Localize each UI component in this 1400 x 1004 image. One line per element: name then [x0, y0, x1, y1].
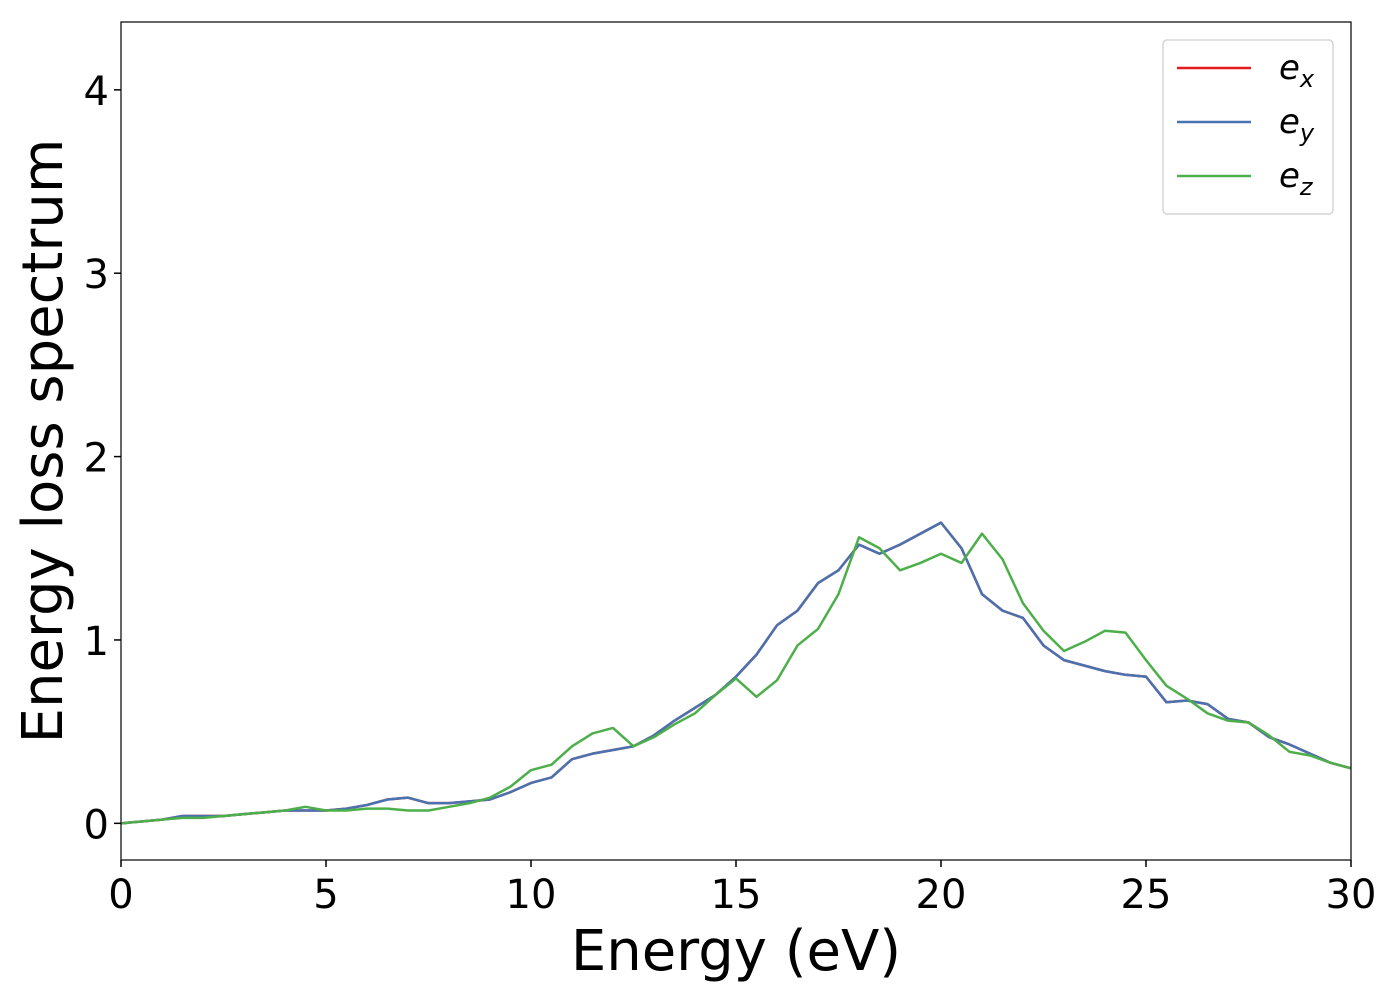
x-tick-label: 20 [916, 872, 967, 918]
y-tick-label: 2 [84, 436, 109, 482]
line-series [120, 521, 1352, 825]
line-series [120, 532, 1352, 825]
x-tick-label: 0 [108, 872, 133, 918]
legend-box [1162, 39, 1334, 215]
x-tick-label: 30 [1326, 872, 1377, 918]
y-tick-label: 0 [84, 802, 109, 848]
y-axis-label: Energy loss spectrum [11, 139, 76, 744]
line-series [120, 521, 1352, 825]
plot-frame [120, 21, 1352, 861]
legend-label: ey [1279, 102, 1315, 147]
x-tick-label: 25 [1121, 872, 1172, 918]
x-tick-label: 10 [506, 872, 557, 918]
x-tick-label: 15 [711, 872, 762, 918]
legend-label: ez [1279, 156, 1314, 201]
legend-label: ex [1279, 48, 1315, 93]
x-tick-label: 5 [313, 872, 338, 918]
y-tick-label: 3 [84, 252, 109, 298]
y-tick-label: 4 [84, 69, 109, 115]
y-tick-label: 1 [84, 619, 109, 665]
x-axis-label: Energy (eV) [571, 919, 901, 984]
